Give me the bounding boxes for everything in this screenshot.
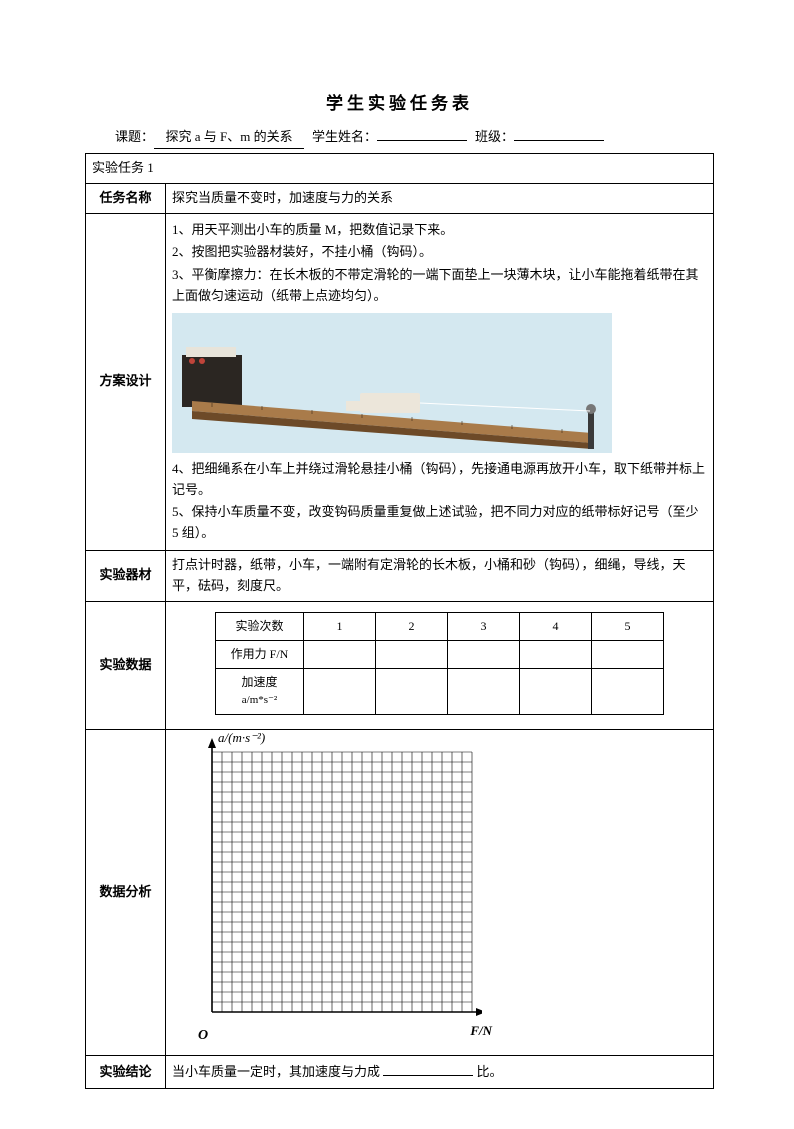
graph-xlabel: F/N — [470, 1021, 492, 1042]
accel-1[interactable] — [304, 668, 376, 714]
conclusion-label: 实验结论 — [86, 1055, 166, 1089]
data-label: 实验数据 — [86, 601, 166, 729]
inner-hdr-1: 1 — [304, 612, 376, 640]
inner-hdr-5: 5 — [592, 612, 664, 640]
equipment-text: 打点计时器，纸带，小车，一端附有定滑轮的长木板，小桶和砂（钩码），细绳，导线，天… — [166, 550, 714, 601]
task-header: 实验任务 1 — [86, 153, 714, 183]
header-line: 课题： 探究 a 与 F、m 的关系 学生姓名： 班级： — [85, 127, 714, 149]
topic-input[interactable]: 探究 a 与 F、m 的关系 — [154, 127, 304, 149]
graph-origin: O — [198, 1025, 208, 1047]
force-1[interactable] — [304, 640, 376, 668]
task-table: 实验任务 1 任务名称 探究当质量不变时，加速度与力的关系 方案设计 1、用天平… — [85, 153, 714, 1089]
graph-grid — [172, 734, 482, 1044]
task-name-label: 任务名称 — [86, 183, 166, 213]
design-step-4: 4、把细绳系在小车上并绕过滑轮悬挂小桶（钩码），先接通电源再放开小车，取下纸带并… — [172, 459, 707, 501]
graph-ylabel: a/(m·s⁻²) — [218, 728, 265, 749]
data-table: 实验次数 1 2 3 4 5 作用力 F/N 加速度 — [215, 612, 664, 715]
conclusion-after: 比。 — [477, 1064, 503, 1079]
inner-force-label: 作用力 F/N — [216, 640, 304, 668]
class-input[interactable] — [514, 140, 604, 141]
inner-hdr-trial: 实验次数 — [216, 612, 304, 640]
name-label: 学生姓名： — [312, 127, 377, 148]
task-name-text: 探究当质量不变时，加速度与力的关系 — [166, 183, 714, 213]
design-step-1: 1、用天平测出小车的质量 M，把数值记录下来。 — [172, 220, 707, 241]
conclusion-before: 当小车质量一定时，其加速度与力成 — [172, 1064, 380, 1079]
analysis-label: 数据分析 — [86, 729, 166, 1055]
apparatus-figure — [172, 313, 612, 453]
name-input[interactable] — [377, 140, 467, 141]
class-label: 班级： — [475, 127, 514, 148]
accel-5[interactable] — [592, 668, 664, 714]
accel-3[interactable] — [448, 668, 520, 714]
inner-hdr-3: 3 — [448, 612, 520, 640]
design-content: 1、用天平测出小车的质量 M，把数值记录下来。 2、按图把实验器材装好，不挂小桶… — [166, 213, 714, 550]
conclusion-cell: 当小车质量一定时，其加速度与力成 比。 — [166, 1055, 714, 1089]
design-label: 方案设计 — [86, 213, 166, 550]
design-step-3: 3、平衡摩擦力：在长木板的不带定滑轮的一端下面垫上一块薄木块，让小车能拖着纸带在… — [172, 265, 707, 307]
data-cell: 实验次数 1 2 3 4 5 作用力 F/N 加速度 — [166, 601, 714, 729]
force-4[interactable] — [520, 640, 592, 668]
graph-area: a/(m·s⁻²) O F/N — [172, 734, 482, 1044]
force-5[interactable] — [592, 640, 664, 668]
accel-l1: 加速度 — [218, 673, 301, 692]
analysis-cell: a/(m·s⁻²) O F/N — [166, 729, 714, 1055]
equipment-label: 实验器材 — [86, 550, 166, 601]
inner-hdr-4: 4 — [520, 612, 592, 640]
accel-2[interactable] — [376, 668, 448, 714]
topic-label: 课题： — [115, 127, 154, 148]
design-step-2: 2、按图把实验器材装好，不挂小桶（钩码）。 — [172, 242, 707, 263]
inner-accel-label: 加速度 a/m*s⁻² — [216, 668, 304, 714]
force-3[interactable] — [448, 640, 520, 668]
design-step-5: 5、保持小车质量不变，改变钩码质量重复做上述试验，把不同力对应的纸带标好记号（至… — [172, 502, 707, 544]
page-title: 学生实验任务表 — [85, 90, 714, 117]
accel-4[interactable] — [520, 668, 592, 714]
force-2[interactable] — [376, 640, 448, 668]
accel-l2: a/m*s⁻² — [218, 692, 301, 710]
inner-hdr-2: 2 — [376, 612, 448, 640]
conclusion-input[interactable] — [383, 1075, 473, 1076]
